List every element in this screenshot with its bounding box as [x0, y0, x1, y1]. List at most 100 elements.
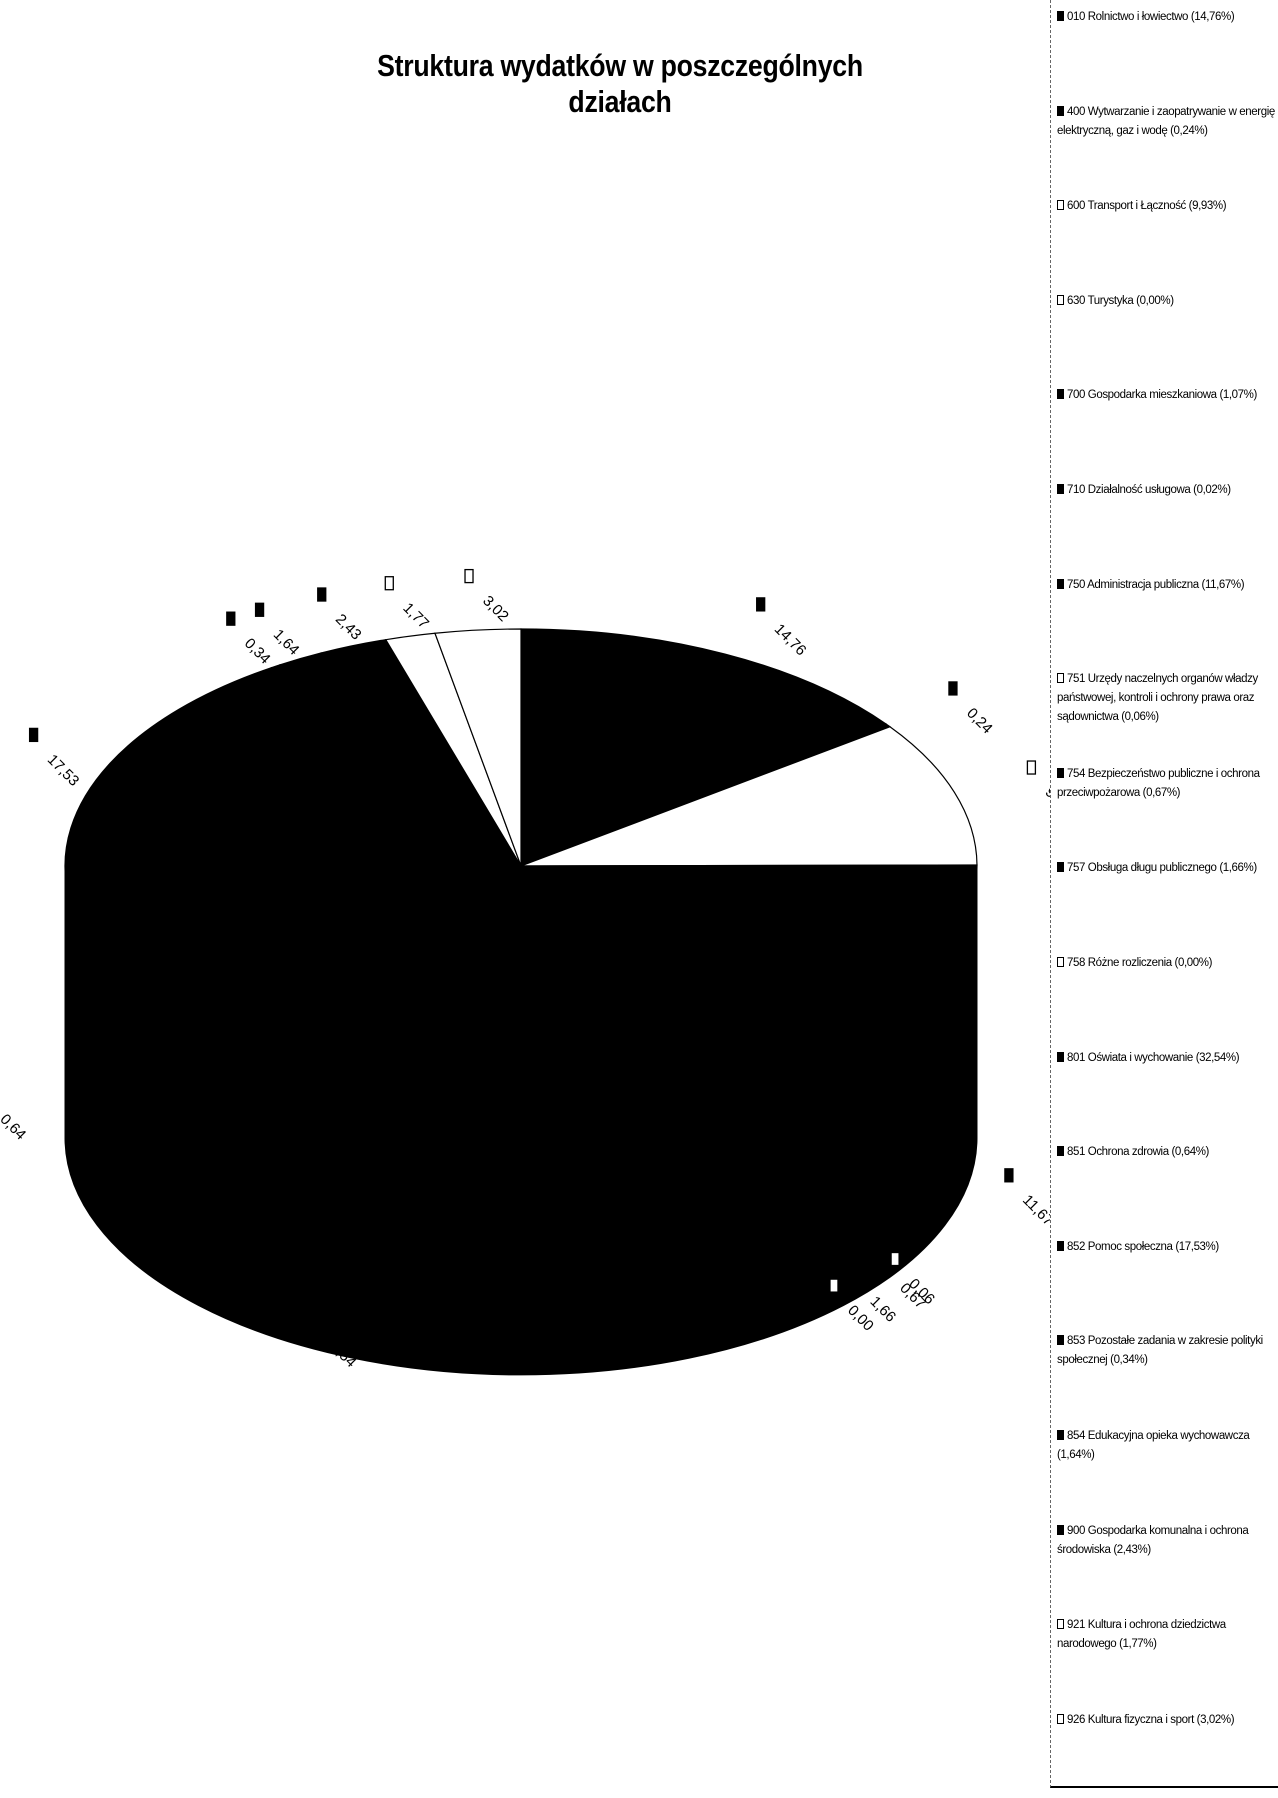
legend-item-854: 854 Edukacyjna opieka wychowawcza (1,64%…	[1057, 1427, 1275, 1465]
legend-item-801: 801 Oświata i wychowanie (32,54%)	[1057, 1049, 1275, 1068]
legend-label: 926 Kultura fizyczna i sport (3,02%)	[1067, 1713, 1235, 1726]
legend-item-710: 710 Działalność usługowa (0,02%)	[1057, 481, 1275, 500]
legend-label: 700 Gospodarka mieszkaniowa (1,07%)	[1067, 389, 1257, 402]
data-label-853: 0,34	[226, 611, 274, 668]
legend-swatch	[1057, 1619, 1064, 1630]
data-label-010: 14,76	[756, 597, 810, 660]
legend-swatch	[1057, 862, 1064, 873]
legend-swatch	[1057, 673, 1064, 684]
legend-label: 854 Edukacyjna opieka wychowawcza (1,64%…	[1057, 1430, 1250, 1461]
data-label-text: 11,67	[1019, 1192, 1050, 1230]
legend-label: 852 Pomoc społeczna (17,53%)	[1067, 1240, 1219, 1253]
legend-swatch	[1057, 294, 1064, 305]
data-label-851: 0,64	[0, 1111, 29, 1144]
data-label-text: 9,93	[1042, 784, 1050, 817]
data-label-text: 2,43	[332, 611, 365, 644]
legend-item-630: 630 Turystyka (0,00%)	[1057, 292, 1275, 311]
data-label-400: 0,24	[948, 681, 996, 738]
pie-slice-600	[520, 726, 978, 867]
legend-swatch	[1057, 767, 1064, 778]
legend-swatch	[1057, 1240, 1064, 1251]
data-label-swatch	[28, 727, 39, 743]
chart-legend: 010 Rolnictwo i łowiectwo (14,76%) 400 Wy…	[1050, 0, 1278, 1788]
data-label-swatch	[881, 1256, 891, 1271]
legend-swatch	[1057, 11, 1064, 21]
data-label-swatch	[226, 611, 236, 626]
legend-item-400: 400 Wytwarzanie i zaopatrywanie w energi…	[1057, 103, 1275, 141]
legend-item-900: 900 Gospodarka komunalna i ochrona środo…	[1057, 1522, 1275, 1560]
data-label-text: 1,77	[399, 600, 432, 633]
legend-label: 400 Wytwarzanie i zaopatrywanie w energi…	[1057, 105, 1275, 137]
data-label-852: 17,53	[28, 727, 83, 790]
data-label-swatch	[1004, 1168, 1014, 1183]
data-label-text: 0,64	[0, 1111, 29, 1144]
data-label-text: 0,24	[963, 705, 996, 738]
legend-label: 600 Transport i Łączność (9,93%)	[1067, 200, 1227, 213]
data-label-swatch	[948, 681, 958, 696]
data-label-text: 3,02	[479, 592, 512, 625]
data-label-text: 0,34	[241, 635, 274, 668]
legend-item-757: 757 Obsługa długu publicznego (1,66%)	[1057, 859, 1275, 878]
legend-swatch	[1057, 1051, 1064, 1062]
legend-swatch	[1057, 957, 1064, 967]
data-label-text: 17,53	[44, 751, 83, 790]
legend-item-851: 851 Ochrona zdrowia (0,64%)	[1057, 1143, 1275, 1162]
legend-swatch	[1057, 1524, 1064, 1535]
data-label-900: 2,43	[317, 587, 365, 644]
legend-item-921: 921 Kultura i ochrona dziedzictwa narodo…	[1057, 1616, 1275, 1654]
pie-slice-852	[64, 666, 523, 893]
legend-swatch	[1057, 105, 1064, 116]
legend-item-600: 600 Transport i Łączność (9,93%)	[1057, 197, 1275, 216]
data-label-text: 1,64	[270, 626, 303, 659]
legend-swatch	[1057, 389, 1064, 400]
pie-slice-926	[434, 628, 522, 867]
legend-swatch	[1057, 578, 1064, 589]
pie-slice-010	[520, 628, 888, 867]
legend-label: 010 Rolnictwo i łowiectwo (14,76%)	[1067, 11, 1235, 23]
data-label-swatch	[1026, 760, 1037, 775]
data-label-swatch	[254, 602, 265, 617]
pie-slice-801	[69, 865, 789, 1104]
legend-item-852: 852 Pomoc społeczna (17,53%)	[1057, 1238, 1275, 1257]
data-label-swatch	[890, 1251, 900, 1267]
pie-slice-750	[520, 865, 977, 1037]
chart-title: Struktura wydatków w poszczególnych dzia…	[377, 48, 863, 119]
legend-swatch	[1057, 1146, 1064, 1157]
legend-swatch	[1057, 1335, 1064, 1346]
legend-item-754: 754 Bezpieczeństwo publiczne i ochrona p…	[1057, 765, 1275, 803]
legend-label: 851 Ochrona zdrowia (0,64%)	[1067, 1146, 1209, 1159]
legend-label: 758 Różne rozliczenia (0,00%)	[1067, 957, 1213, 969]
data-label-926: 3,02	[464, 568, 512, 625]
data-label-swatch	[756, 597, 766, 612]
legend-label: 630 Turystyka (0,00%)	[1067, 294, 1174, 307]
legend-swatch	[1057, 484, 1064, 494]
data-label-swatch	[464, 568, 474, 584]
legend-item-853: 853 Pozostałe zadania w zakresie polityk…	[1057, 1332, 1275, 1370]
data-label-swatch	[306, 1309, 316, 1324]
legend-item-751: 751 Urzędy naczelnych organów władzy pań…	[1057, 670, 1275, 727]
legend-label: 751 Urzędy naczelnych organów władzy pań…	[1057, 673, 1258, 724]
legend-swatch	[1057, 200, 1064, 211]
data-label-swatch	[317, 587, 327, 602]
data-label-921: 1,77	[384, 576, 432, 633]
legend-label: 853 Pozostałe zadania w zakresie polityk…	[1057, 1335, 1263, 1367]
legend-label: 750 Administracja publiczna (11,67%)	[1067, 578, 1245, 591]
data-label-600: 9,93	[1026, 760, 1050, 817]
data-label-750: 11,67	[1004, 1168, 1050, 1230]
legend-item-010: 010 Rolnictwo i łowiectwo (14,76%)	[1057, 8, 1275, 27]
legend-item-758: 758 Różne rozliczenia (0,00%)	[1057, 954, 1275, 973]
pie-chart: 14,760,249,931,070,0211,670,060,671,660,…	[0, 568, 1050, 1376]
legend-label: 921 Kultura i ochrona dziedzictwa narodo…	[1057, 1619, 1226, 1651]
legend-label: 801 Oświata i wychowanie (32,54%)	[1067, 1051, 1240, 1064]
legend-label: 900 Gospodarka komunalna i ochrona środo…	[1057, 1524, 1249, 1556]
data-label-swatch	[384, 576, 394, 591]
legend-item-750: 750 Administracja publiczna (11,67%)	[1057, 576, 1275, 595]
data-label-swatch	[851, 1269, 861, 1284]
legend-item-700: 700 Gospodarka mieszkaniowa (1,07%)	[1057, 386, 1275, 405]
legend-label: 754 Bezpieczeństwo publiczne i ochrona p…	[1057, 767, 1260, 799]
legend-item-926: 926 Kultura fizyczna i sport (3,02%)	[1057, 1711, 1275, 1730]
legend-swatch	[1057, 1713, 1064, 1724]
legend-label: 710 Działalność usługowa (0,02%)	[1067, 484, 1231, 496]
legend-swatch	[1057, 1430, 1064, 1440]
data-label-text: 14,76	[771, 621, 810, 660]
